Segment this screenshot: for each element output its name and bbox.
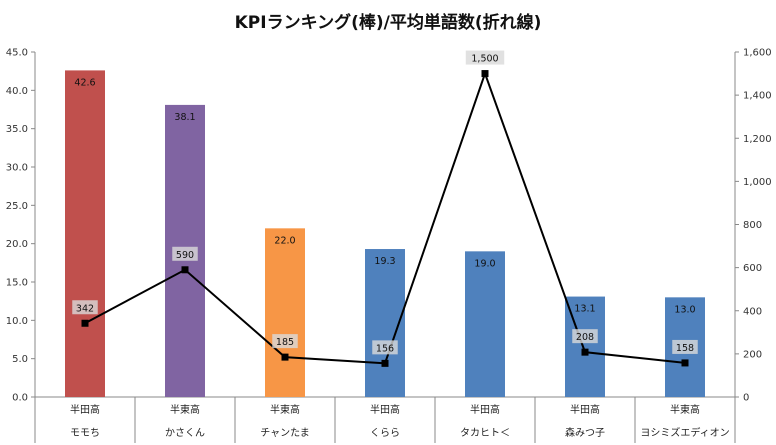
left-tick-label: 40.0	[6, 86, 28, 97]
bar	[65, 70, 105, 398]
line-value-label: 590	[176, 250, 194, 261]
line-marker	[81, 319, 89, 327]
left-tick-label: 45.0	[6, 48, 28, 59]
line-marker	[181, 266, 189, 274]
line-value-label: 208	[576, 332, 594, 343]
chart-title: KPIランキング(棒)/平均単語数(折れ線)	[235, 12, 542, 33]
line-value-label-bg	[272, 334, 298, 349]
bar-value-label: 42.6	[74, 77, 95, 88]
category-school-label: 半田高	[470, 403, 500, 416]
bar	[465, 251, 505, 397]
bar-value-label: 38.1	[174, 112, 195, 123]
plot-area: 0.0 5.0 10.0 15.0 20.0 25.0 30.0 35.0 40.0 45.0 0 2…	[6, 48, 772, 443]
category-school-label: 半東高	[270, 403, 300, 416]
line-marker	[681, 359, 689, 367]
right-tick-label: 1,400	[743, 91, 772, 102]
category-name-label: チャンたま	[260, 427, 310, 439]
category-name-label: ヨシミズエディオン	[640, 426, 729, 439]
bar-value-label: 19.0	[474, 258, 495, 269]
category-name-label: かさくん	[165, 427, 205, 439]
category-school-label: 半東高	[670, 403, 700, 416]
bar-value-label: 13.0	[674, 304, 695, 315]
category-school-label: 半田高	[570, 403, 600, 416]
bar	[265, 228, 305, 397]
line-marker	[481, 70, 489, 78]
category-name-label: 森みつ子	[565, 426, 605, 439]
left-tick-label: 0.0	[12, 393, 28, 404]
left-tick-label: 20.0	[6, 239, 28, 250]
bar-value-label: 19.3	[374, 256, 395, 267]
left-tick-label: 30.0	[6, 163, 28, 174]
line-value-label-bg	[672, 339, 698, 354]
right-tick-label: 200	[743, 349, 762, 360]
line-value-label: 156	[376, 343, 394, 354]
category-school-label: 半田高	[70, 403, 100, 416]
line-value-label: 1,500	[471, 54, 498, 65]
bar-value-label: 13.1	[574, 304, 595, 315]
line-marker	[381, 359, 389, 367]
left-tick-label: 25.0	[6, 201, 28, 212]
line-value-label-bg	[572, 329, 598, 344]
line-value-label: 342	[76, 303, 94, 314]
right-tick-label: 1,000	[743, 177, 772, 188]
left-tick-label: 5.0	[12, 354, 28, 365]
line-marker	[281, 353, 289, 361]
bar-value-label: 22.0	[274, 235, 295, 246]
category-school-label: 半田高	[370, 403, 400, 416]
left-tick-label: 35.0	[6, 124, 28, 135]
line-value-label-bg	[72, 300, 98, 315]
line-value-label-bg	[465, 50, 505, 65]
category-name-label: モモち	[70, 427, 100, 439]
category-school-label: 半東高	[170, 403, 200, 416]
line-marker	[581, 348, 589, 356]
right-tick-label: 800	[743, 220, 762, 231]
left-tick-label: 10.0	[6, 316, 28, 327]
right-tick-label: 1,600	[743, 48, 772, 59]
right-tick-label: 0	[743, 393, 749, 404]
category-name-label: タカヒト＜	[460, 427, 510, 439]
category-name-label: くらら	[370, 427, 400, 439]
line-value-label-bg	[172, 246, 198, 261]
right-tick-label: 600	[743, 263, 762, 274]
left-tick-label: 15.0	[6, 278, 28, 289]
right-tick-label: 1,200	[743, 134, 772, 145]
line-value-label-bg	[372, 340, 398, 355]
line-value-label: 185	[276, 337, 294, 348]
line-value-label: 158	[676, 343, 694, 354]
right-tick-label: 400	[743, 306, 762, 317]
